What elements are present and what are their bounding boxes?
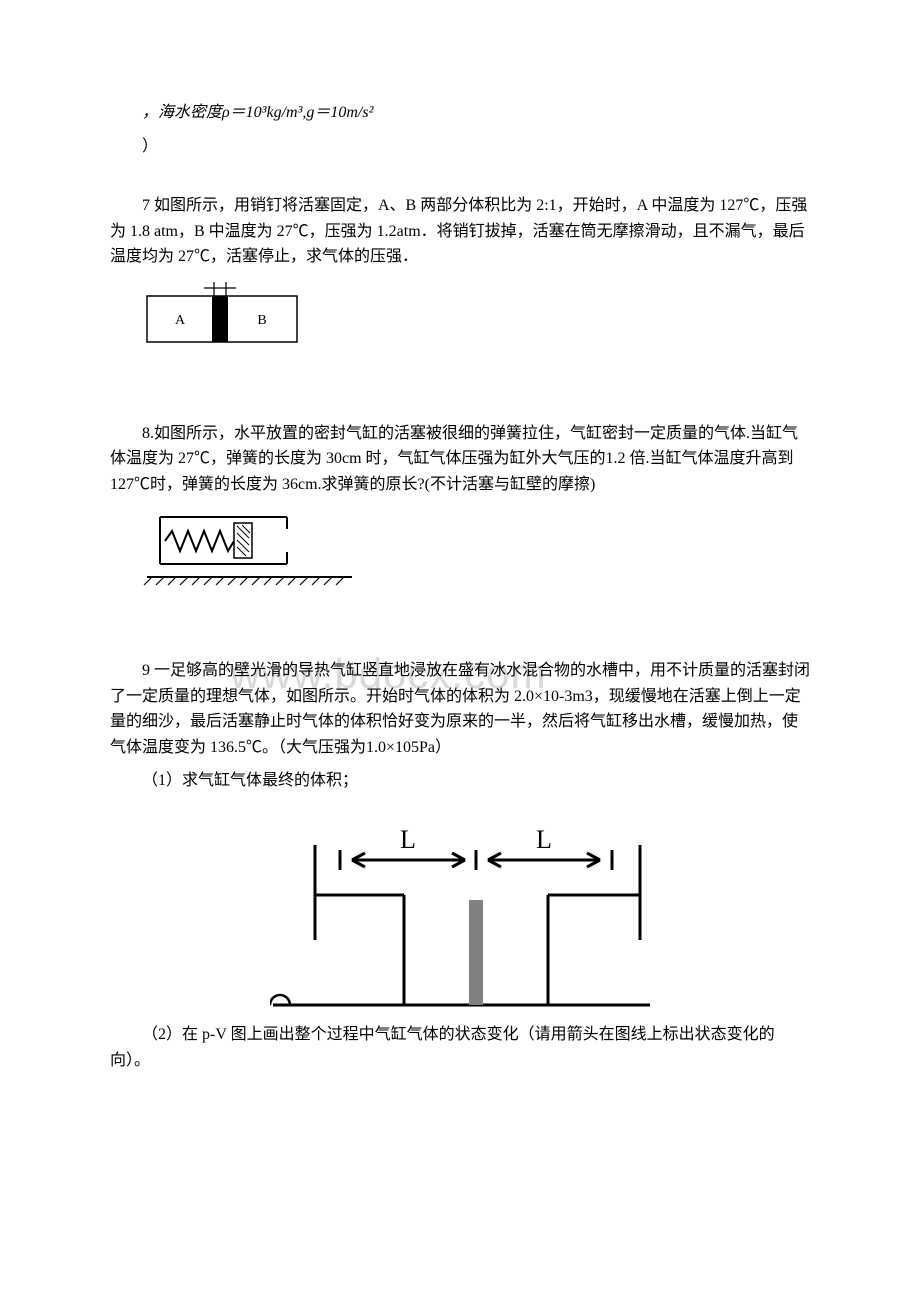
q9-label-l1: L bbox=[400, 825, 416, 854]
q7-label-b: B bbox=[257, 313, 266, 328]
q8-figure bbox=[142, 509, 810, 608]
q7-text: 7 如图所示，用销钉将活塞固定，A、B 两部分体积比为 2:1，开始时，A 中温… bbox=[110, 193, 810, 270]
q7-label-a: A bbox=[175, 313, 186, 328]
seawater-formula: ，海水密度ρ＝10³kg/m³,g＝10m/s² bbox=[110, 100, 810, 126]
q9-sub2: （2）在 p-V 图上画出整个过程中气缸气体的状态变化（请用箭头在图线上标出状态… bbox=[110, 1022, 810, 1073]
q9-label-l2: L bbox=[536, 825, 552, 854]
q9-sub1: （1）求气缸气体最终的体积； bbox=[110, 768, 810, 794]
page-content: ，海水密度ρ＝10³kg/m³,g＝10m/s² ） 7 如图所示，用销钉将活塞… bbox=[0, 0, 920, 1161]
q9-text: 9 一足够高的壁光滑的导热气缸竖直地浸放在盛有冰水混合物的水槽中，用不计质量的活… bbox=[110, 658, 810, 760]
q9-figure: L L bbox=[110, 810, 810, 1010]
close-paren: ） bbox=[110, 134, 810, 160]
q8-text: 8.如图所示，水平放置的密封气缸的活塞被很细的弹簧拉住，气缸密封一定质量的气体.… bbox=[110, 421, 810, 498]
q7-figure: A B bbox=[142, 282, 810, 361]
